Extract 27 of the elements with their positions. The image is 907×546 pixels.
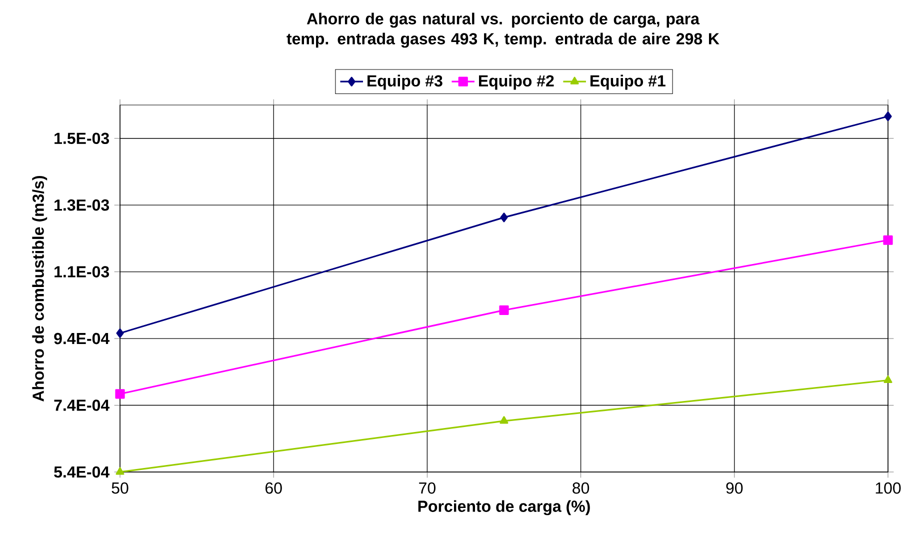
y-tick-label: 1.1E-03 [54,266,110,278]
point [500,212,508,222]
x-axis-title: Porciento de carga (%) [418,500,590,516]
y-tick-label: 9.4E-04 [54,332,110,344]
x-tick-label: 90 [726,482,743,494]
point [884,375,892,384]
point [499,305,509,315]
point [115,389,125,399]
point [884,112,892,122]
chart-title: Ahorro de gas natural vs. porciento de carga, para temp. entrada gases 493 K, temp. entrada de aire 298 K [286,12,720,48]
legend-label: Equipo #3 [368,74,442,90]
y-tick-label: 5.4E-04 [54,466,110,478]
y-tick-label: 1.3E-03 [54,199,110,211]
x-tick-label: 60 [266,482,282,494]
x-tick-label: 70 [419,482,436,494]
point [116,328,124,338]
x-tick-label: 100 [876,482,901,494]
y-tick-label: 7.4E-04 [54,400,110,411]
point [116,467,124,475]
y-axis-title: Ahorro de combustible (m3/s) [32,176,48,402]
point [883,235,893,245]
y-tick-label: 1.5E-03 [54,132,110,144]
legend-label: Equipo #2 [479,74,554,90]
x-tick-label: 50 [112,482,128,494]
x-tick-label: 80 [572,482,590,494]
legend-label: Equipo #1 [590,74,666,90]
point [500,416,508,424]
